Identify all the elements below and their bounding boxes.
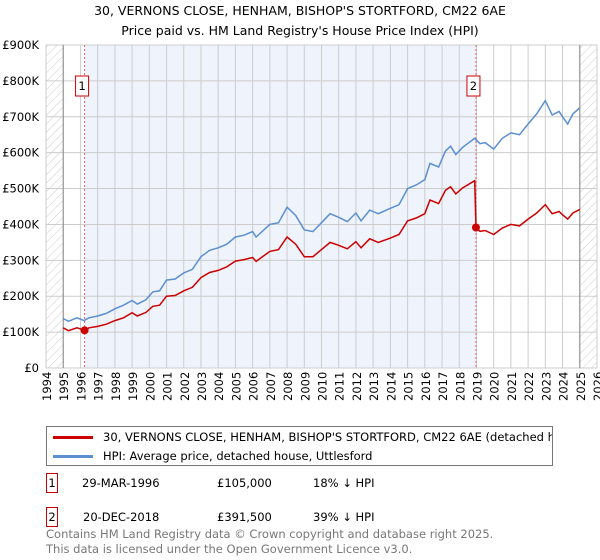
legend: 30, VERNONS CLOSE, HENHAM, BISHOP'S STOR… [46, 426, 553, 466]
sale-marker-label: 2 [470, 79, 477, 93]
x-tick-label: 1994 [40, 372, 54, 401]
y-tick-label: £700K [2, 110, 39, 124]
sale-date: 29-MAR-1996 [82, 476, 160, 490]
hpi-series-line [62, 99, 581, 323]
sale-marker-box [75, 75, 90, 97]
x-tick-label: 2007 [264, 372, 278, 401]
x-tick-label: 1995 [57, 372, 71, 401]
sale-hpi-diff: 39% ↓ HPI [313, 510, 375, 524]
sale-point [80, 326, 89, 335]
x-tick-label: 2000 [143, 372, 157, 401]
sale-point [471, 223, 480, 232]
sale-marker-box: 1 [46, 473, 58, 493]
x-tick-label: 2003 [195, 372, 209, 401]
x-tick-label: 2014 [384, 372, 398, 401]
hatch-region-before [46, 45, 64, 368]
x-tick-label: 2020 [488, 372, 502, 401]
x-tick-label: 2022 [522, 372, 536, 401]
footer-licence: This data is licensed under the Open Gov… [46, 542, 413, 556]
sale-marker-box [466, 75, 481, 97]
x-tick-label: 2021 [505, 372, 519, 401]
x-tick-label: 2025 [574, 372, 588, 401]
y-tick-label: £500K [2, 182, 39, 196]
x-tick-label: 1998 [109, 372, 123, 401]
x-tick-label: 1999 [126, 372, 140, 401]
x-tick-label: 2012 [350, 372, 364, 401]
x-tick-label: 2023 [539, 372, 553, 401]
y-tick-label: £900K [2, 38, 39, 52]
x-tick-label: 2010 [316, 372, 330, 401]
y-tick-label: £400K [2, 217, 39, 231]
sale-marker-box: 2 [46, 507, 58, 527]
y-tick-label: £600K [2, 146, 39, 160]
sale-marker-label: 1 [78, 79, 85, 93]
x-tick-label: 2006 [247, 372, 261, 401]
x-tick-label: 2024 [557, 372, 571, 401]
x-tick-label: 2011 [333, 372, 347, 401]
sale-price: £105,000 [217, 476, 272, 490]
x-tick-label: 1996 [74, 372, 88, 401]
chart-title: 30, VERNONS CLOSE, HENHAM, BISHOP'S STOR… [94, 3, 506, 18]
legend-red-line [53, 435, 93, 439]
y-tick-label: £200K [2, 289, 39, 303]
x-tick-label: 2015 [402, 372, 416, 401]
hatch-region-after [579, 45, 597, 368]
x-tick-label: 2019 [470, 372, 484, 401]
property-series-line [62, 179, 581, 332]
y-tick-label: £300K [2, 253, 39, 267]
footer-copyright: Contains HM Land Registry data © Crown c… [46, 527, 494, 541]
legend-blue-line [53, 454, 93, 458]
sale-date: 20-DEC-2018 [83, 510, 160, 524]
sale-hpi-diff: 18% ↓ HPI [313, 476, 375, 490]
sale-period-shading [84, 45, 476, 368]
x-tick-label: 2002 [178, 372, 192, 401]
x-tick-label: 2008 [281, 372, 295, 401]
price-chart: 1994 1995 1996 1997 1998 1999 2000 2001 2002 2003… [2, 38, 600, 401]
y-tick-label: £100K [2, 325, 39, 339]
chart-subtitle: Price paid vs. HM Land Registry's House … [121, 23, 479, 38]
x-tick-label: 2001 [161, 372, 175, 401]
x-tick-label: 2018 [453, 372, 467, 401]
y-tick-label: £800K [2, 74, 39, 88]
legend-property-label: 30, VERNONS CLOSE, HENHAM, BISHOP'S STOR… [103, 430, 553, 444]
x-tick-label: 2026 [591, 372, 600, 401]
x-tick-label: 2005 [229, 372, 243, 401]
x-tick-label: 2004 [212, 372, 226, 401]
legend-hpi-label: HPI: Average price, detached house, Uttl… [103, 449, 373, 463]
x-tick-label: 2009 [298, 372, 312, 401]
sale-price: £391,500 [217, 510, 272, 524]
y-tick-label: £0 [24, 361, 39, 375]
x-tick-label: 1997 [92, 372, 106, 401]
x-tick-label: 2017 [436, 372, 450, 401]
x-tick-label: 2016 [419, 372, 433, 401]
x-tick-label: 2013 [367, 372, 381, 401]
